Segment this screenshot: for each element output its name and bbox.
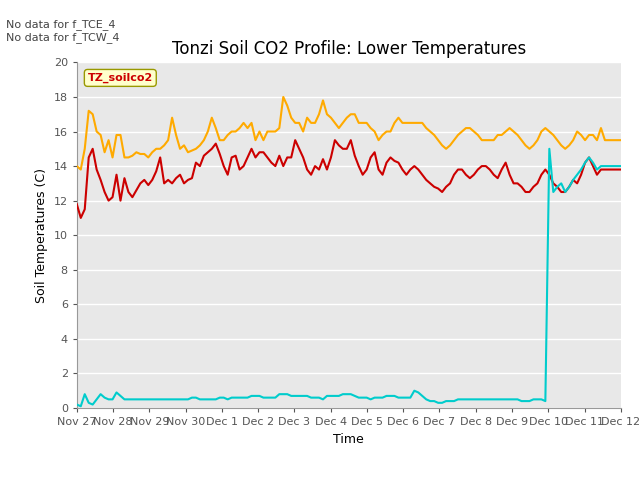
Y-axis label: Soil Temperatures (C): Soil Temperatures (C) (35, 168, 48, 303)
X-axis label: Time: Time (333, 432, 364, 445)
Title: Tonzi Soil CO2 Profile: Lower Temperatures: Tonzi Soil CO2 Profile: Lower Temperatur… (172, 40, 526, 58)
Text: TZ_soilco2: TZ_soilco2 (88, 73, 153, 83)
Text: No data for f_TCE_4
No data for f_TCW_4: No data for f_TCE_4 No data for f_TCW_4 (6, 19, 120, 43)
